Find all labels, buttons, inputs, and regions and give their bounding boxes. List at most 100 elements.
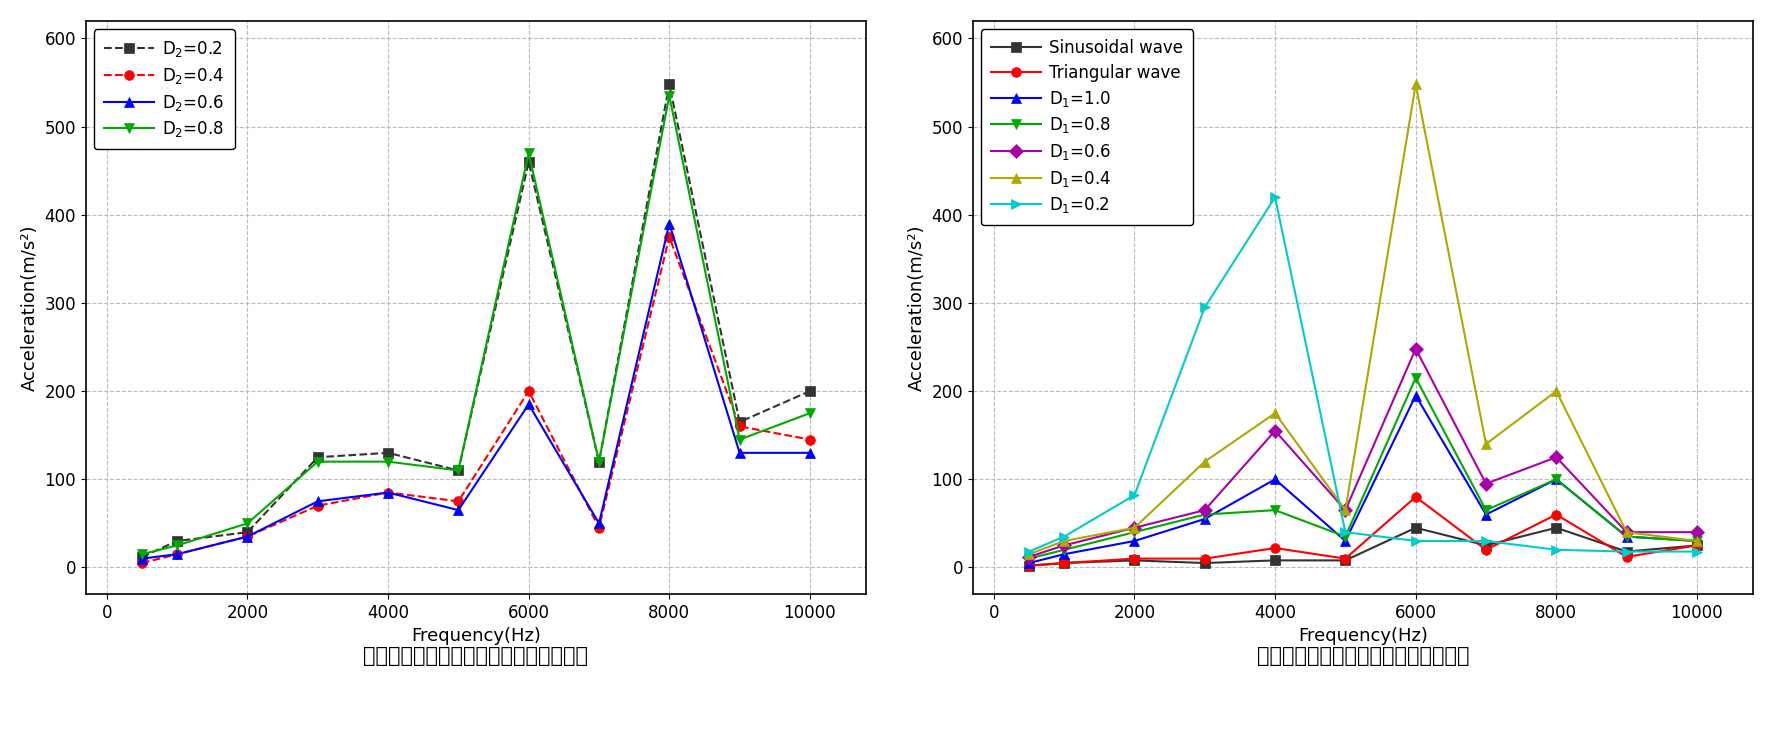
- D$_1$=1.0: [1404, 391, 1425, 400]
- D$_2$=0.6: [800, 448, 821, 457]
- Text: 不对称激励波形下的磁环振动加速度幅値: 不对称激励波形下的磁环振动加速度幅値: [363, 646, 589, 666]
- D$_2$=0.2: [800, 387, 821, 396]
- D$_1$=0.8: [1264, 505, 1285, 514]
- D$_2$=0.2: [307, 453, 328, 462]
- Line: D$_1$=0.2: D$_1$=0.2: [1023, 192, 1700, 556]
- Line: D$_2$=0.4: D$_2$=0.4: [137, 232, 814, 568]
- Triangular wave: [1193, 554, 1215, 563]
- D$_1$=1.0: [1686, 536, 1707, 545]
- D$_2$=0.8: [378, 457, 399, 466]
- Legend: Sinusoidal wave, Triangular wave, D$_1$=1.0, D$_1$=0.8, D$_1$=0.6, D$_1$=0.4, D$: Sinusoidal wave, Triangular wave, D$_1$=…: [980, 29, 1193, 225]
- Sinusoidal wave: [1193, 559, 1215, 568]
- D$_1$=0.2: [1333, 528, 1355, 536]
- D$_1$=0.6: [1018, 553, 1039, 562]
- D$_2$=0.2: [658, 80, 679, 89]
- D$_2$=0.6: [378, 488, 399, 497]
- Sinusoidal wave: [1404, 523, 1425, 532]
- Triangular wave: [1122, 554, 1144, 563]
- D$_1$=0.4: [1264, 408, 1285, 417]
- Sinusoidal wave: [1053, 559, 1074, 568]
- Line: D$_1$=0.6: D$_1$=0.6: [1023, 344, 1700, 562]
- Sinusoidal wave: [1018, 561, 1039, 570]
- D$_2$=0.6: [589, 519, 610, 528]
- D$_1$=0.6: [1264, 426, 1285, 435]
- D$_1$=0.8: [1053, 545, 1074, 554]
- D$_2$=0.4: [729, 422, 750, 431]
- Triangular wave: [1686, 541, 1707, 550]
- X-axis label: Frequency(Hz): Frequency(Hz): [1298, 628, 1427, 645]
- D$_1$=1.0: [1193, 514, 1215, 523]
- D$_2$=0.4: [518, 387, 539, 396]
- Triangular wave: [1264, 544, 1285, 553]
- Line: D$_2$=0.6: D$_2$=0.6: [137, 219, 814, 563]
- D$_2$=0.8: [658, 91, 679, 100]
- D$_1$=1.0: [1333, 536, 1355, 545]
- D$_1$=0.6: [1475, 480, 1496, 488]
- Sinusoidal wave: [1615, 547, 1636, 556]
- D$_1$=0.8: [1404, 374, 1425, 383]
- Y-axis label: Acceleration(m/s²): Acceleration(m/s²): [908, 224, 926, 391]
- D$_2$=0.8: [518, 149, 539, 158]
- D$_1$=0.8: [1475, 505, 1496, 514]
- D$_1$=0.6: [1404, 344, 1425, 353]
- D$_2$=0.4: [131, 559, 152, 568]
- Triangular wave: [1475, 545, 1496, 554]
- X-axis label: Frequency(Hz): Frequency(Hz): [411, 628, 541, 645]
- Triangular wave: [1053, 559, 1074, 568]
- Triangular wave: [1333, 554, 1355, 563]
- Line: Triangular wave: Triangular wave: [1023, 492, 1700, 571]
- D$_1$=1.0: [1615, 532, 1636, 541]
- D$_1$=0.2: [1264, 192, 1285, 201]
- D$_2$=0.4: [236, 532, 257, 541]
- D$_1$=0.4: [1615, 528, 1636, 536]
- Sinusoidal wave: [1544, 523, 1566, 532]
- Triangular wave: [1544, 510, 1566, 519]
- D$_2$=0.2: [131, 553, 152, 562]
- D$_1$=0.2: [1193, 303, 1215, 312]
- Line: Sinusoidal wave: Sinusoidal wave: [1023, 523, 1700, 571]
- Sinusoidal wave: [1333, 556, 1355, 565]
- D$_1$=0.6: [1544, 453, 1566, 462]
- D$_1$=1.0: [1544, 475, 1566, 484]
- D$_1$=0.6: [1122, 523, 1144, 532]
- D$_1$=0.6: [1615, 528, 1636, 536]
- D$_2$=0.4: [447, 497, 468, 505]
- D$_2$=0.2: [589, 457, 610, 466]
- Triangular wave: [1018, 561, 1039, 570]
- D$_1$=0.4: [1544, 387, 1566, 396]
- D$_2$=0.4: [378, 488, 399, 497]
- D$_2$=0.8: [307, 457, 328, 466]
- D$_2$=0.8: [800, 408, 821, 417]
- D$_1$=0.8: [1122, 528, 1144, 536]
- D$_2$=0.2: [167, 536, 188, 545]
- D$_1$=0.8: [1193, 510, 1215, 519]
- D$_1$=1.0: [1122, 536, 1144, 545]
- D$_1$=0.6: [1193, 505, 1215, 514]
- D$_2$=0.8: [131, 550, 152, 559]
- D$_1$=0.4: [1053, 536, 1074, 545]
- D$_2$=0.6: [447, 505, 468, 514]
- D$_1$=1.0: [1018, 559, 1039, 568]
- D$_1$=0.4: [1122, 523, 1144, 532]
- D$_1$=1.0: [1475, 510, 1496, 519]
- D$_1$=1.0: [1264, 475, 1285, 484]
- Sinusoidal wave: [1475, 541, 1496, 550]
- Legend: D$_2$=0.2, D$_2$=0.4, D$_2$=0.6, D$_2$=0.8: D$_2$=0.2, D$_2$=0.4, D$_2$=0.6, D$_2$=0…: [94, 29, 234, 149]
- D$_1$=0.8: [1615, 532, 1636, 541]
- D$_2$=0.2: [378, 448, 399, 457]
- Line: D$_1$=0.4: D$_1$=0.4: [1023, 79, 1700, 559]
- D$_1$=0.2: [1615, 547, 1636, 556]
- Sinusoidal wave: [1264, 556, 1285, 565]
- D$_1$=0.4: [1475, 440, 1496, 448]
- D$_1$=0.8: [1333, 532, 1355, 541]
- D$_1$=0.8: [1544, 475, 1566, 484]
- D$_2$=0.4: [307, 501, 328, 510]
- D$_1$=0.2: [1122, 491, 1144, 500]
- D$_1$=0.2: [1475, 536, 1496, 545]
- D$_2$=0.2: [729, 417, 750, 426]
- D$_2$=0.8: [236, 519, 257, 528]
- Triangular wave: [1404, 493, 1425, 502]
- D$_1$=0.4: [1404, 80, 1425, 89]
- Text: 对称激励波形下的磁环振动加速度幅値: 对称激励波形下的磁环振动加速度幅値: [1255, 646, 1468, 666]
- Line: D$_2$=0.8: D$_2$=0.8: [137, 91, 814, 559]
